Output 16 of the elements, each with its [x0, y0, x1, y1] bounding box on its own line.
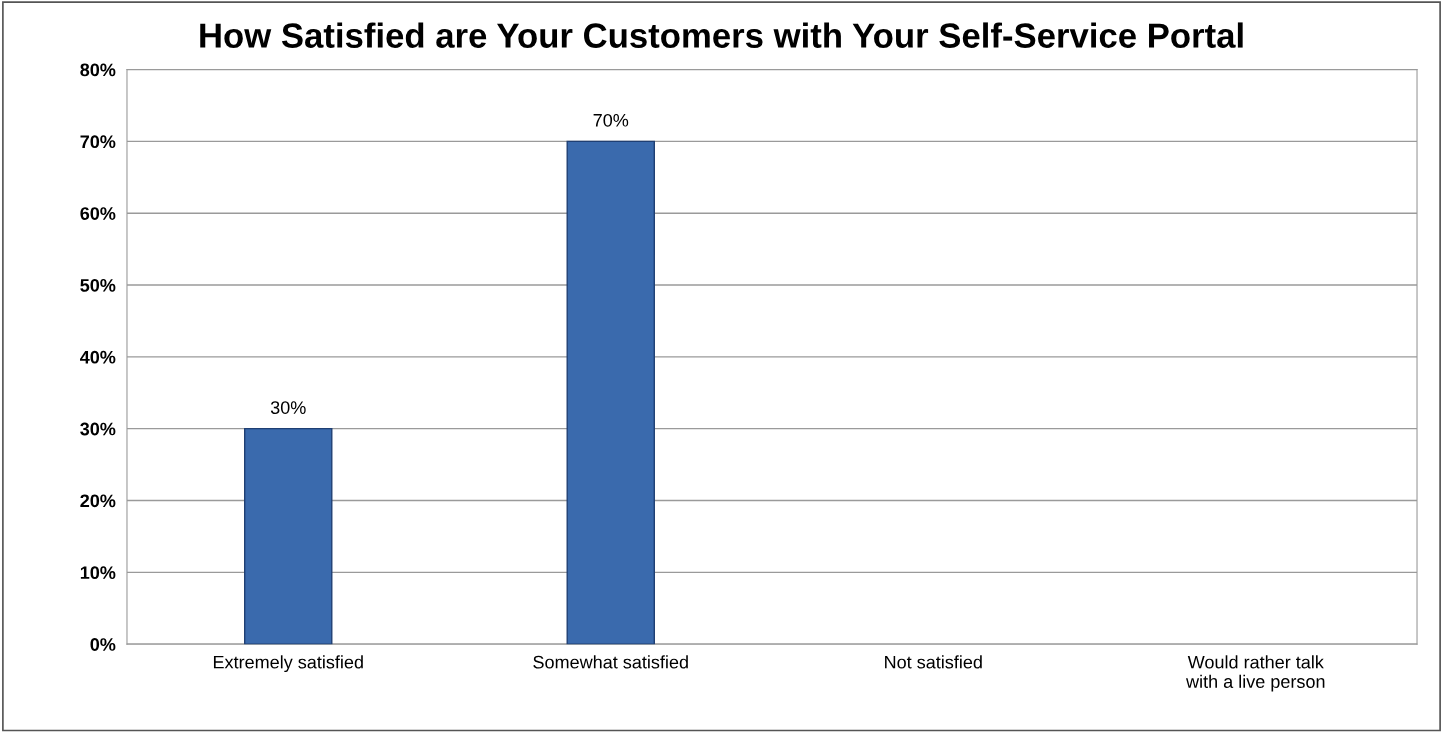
y-tick-label: 80% [80, 63, 116, 77]
x-tick-label: Extremely satisfied [213, 655, 363, 673]
y-tick-label: 50% [80, 278, 116, 292]
y-tick-label: 10% [80, 566, 116, 580]
data-label: 70% [593, 113, 629, 127]
y-tick-label: 60% [80, 207, 116, 220]
y-tick-label: 40% [80, 350, 116, 364]
x-tick-label: Would rather talk with a live person [1186, 655, 1325, 692]
y-tick-label: 70% [80, 135, 116, 149]
y-tick-label: 20% [80, 494, 116, 508]
data-label: 30% [270, 401, 306, 414]
chart-title: How Satisfied are Your Customers with Your Self-Service Portal [200, 22, 1243, 48]
y-tick-label: 30% [80, 422, 116, 436]
x-tick-label: Somewhat satisfied [533, 655, 688, 669]
x-tick-label: Not satisfied [885, 655, 982, 669]
y-tick-label: 0% [90, 638, 116, 651]
